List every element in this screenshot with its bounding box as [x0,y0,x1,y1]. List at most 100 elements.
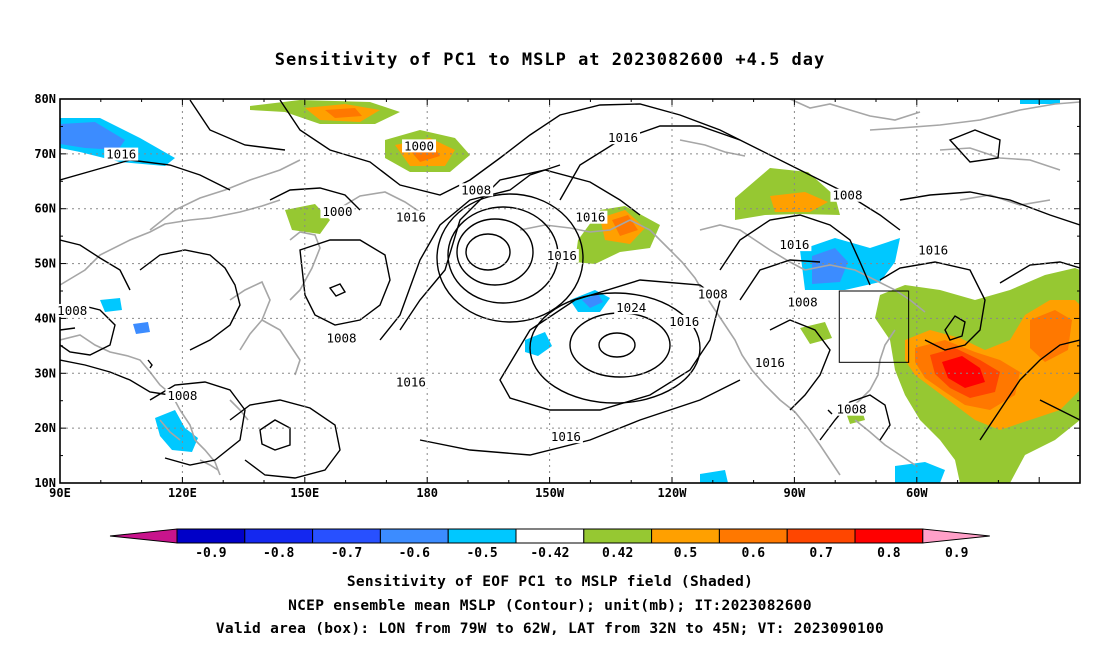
lat-label: 80N [34,92,56,106]
coastlines [60,99,1080,476]
lon-label: 90E [49,486,71,500]
shade-neg-south-b [700,470,728,483]
lon-label: 60W [906,486,928,500]
colorbar-segment [244,528,314,544]
shade-pos-arctic-a-hot [325,108,362,118]
lat-label: 30N [34,366,56,380]
map-title: Sensitivity of PC1 to MSLP at 2023082600… [274,50,826,70]
contour-label-bg [752,356,787,370]
colorbar-label: -0.42 [530,546,569,561]
lat-label: 40N [34,311,56,325]
colorbar-segment [854,528,924,544]
contour-label: 1016 [396,374,426,389]
gridlines [60,99,1080,483]
contour-label: 1016 [669,314,699,329]
contour-label: 1016 [575,210,605,225]
colorbar-segment [583,528,653,544]
colorbar-label: 0.42 [602,546,633,561]
colorbar-segment [718,528,788,544]
contour-label: 1008 [832,188,862,203]
contour-label: 1016 [106,147,136,162]
contour-label: 1008 [167,388,197,403]
contour-label-bg [777,238,812,252]
colorbar-label: -0.9 [195,546,226,561]
colorbar-segment [176,528,246,544]
contour-label: 1016 [608,130,638,145]
colorbar: -0.9 -0.8 -0.7 -0.6 -0.5 -0.42 0.42 0.5 0.6 0.7 0.… [109,528,990,561]
contour-label-bg [916,243,951,257]
shade-neg-pacific-core [582,294,603,308]
contour-label-bg [165,388,200,402]
shade-pos-canada-core [770,192,828,212]
shade-neg-pacific-b [525,332,552,356]
shade-pos-atl-red [942,356,985,388]
shade-neg-asia-b [133,322,150,334]
colorbar-segment [379,528,449,544]
colorbar-label: -0.5 [466,546,497,561]
mslp-contours [60,99,1080,479]
valid-area-box [838,290,910,363]
colorbar-label: 0.6 [742,546,766,561]
contour-label-bg [695,287,730,301]
shade-neg-canada-core [812,248,848,284]
contour-label: 1008 [698,286,728,301]
colorbar-label: 0.8 [877,546,901,561]
contour-label: 1008 [788,295,818,310]
colorbar-label: -0.7 [331,546,362,561]
contour-label-bg [459,183,494,197]
contour-label: 1016 [918,243,948,258]
colorbar-high-triangle [922,528,990,544]
contour-labels: 1016 1000 1008 1016 1016 1000 1016 1008 1016 1016… [55,130,951,444]
lat-label: 50N [34,257,56,271]
contour-label: 1000 [404,138,434,153]
lon-label: 180 [416,486,438,500]
shade-pos-greenland [285,204,330,234]
caption-shading: Sensitivity of EOF PC1 to MSLP field (Sh… [346,574,754,590]
lon-label: 90W [784,486,806,500]
latitude-labels: 80N 70N 60N 50N 40N 30N 20N 10N [34,92,56,490]
contour-label-bg [667,314,702,328]
lon-label: 120E [168,486,197,500]
colorbar-segment [515,528,585,544]
contour-label: 1008 [57,303,87,318]
lon-label: 150E [290,486,319,500]
contour-label: 1000 [322,204,352,219]
colorbar-label: 0.5 [674,546,697,561]
colorbar-label: 0.9 [945,546,968,561]
contour-label-bg [104,147,139,161]
contour-label-bg [544,249,579,263]
contour-label-bg [393,375,428,389]
caption-contour: NCEP ensemble mean MSLP (Contour); unit(… [288,598,812,614]
lat-label: 70N [34,147,56,161]
lat-label: 10N [34,476,56,490]
shade-neg-indian [155,410,198,452]
lat-label: 20N [34,421,56,435]
colorbar-segment [651,528,720,544]
colorbar-label: -0.6 [399,546,430,561]
contour-label: 1016 [779,237,809,252]
colorbar-segment [312,528,381,544]
contour-label-bg [834,402,869,416]
contour-label-bg [548,430,583,444]
colorbar-segment [786,528,856,544]
contour-label-bg [573,210,608,224]
contour-label: 1016 [547,248,577,263]
sensitivity-shading [60,99,1080,483]
contour-label-bg [830,188,865,202]
shade-neg-arctic-core [60,122,125,150]
shade-neg-asia [100,298,122,312]
caption-valid-area: Valid area (box): LON from 79W to 62W, L… [215,621,885,637]
axis-ticks [59,98,1081,484]
contour-label: 1016 [396,210,426,225]
contour-label-bg [393,210,428,224]
contour-label-bg [324,331,359,345]
shade-neg-ne [1020,99,1060,104]
shade-pos-atl-east [1030,310,1072,362]
contour-label: 1016 [755,355,785,370]
contour-label-bg [785,295,820,309]
contour-label-bg [55,303,90,317]
contour-label: 1016 [551,429,581,444]
lon-label: 150W [535,486,565,500]
shade-neg-south [895,462,945,483]
